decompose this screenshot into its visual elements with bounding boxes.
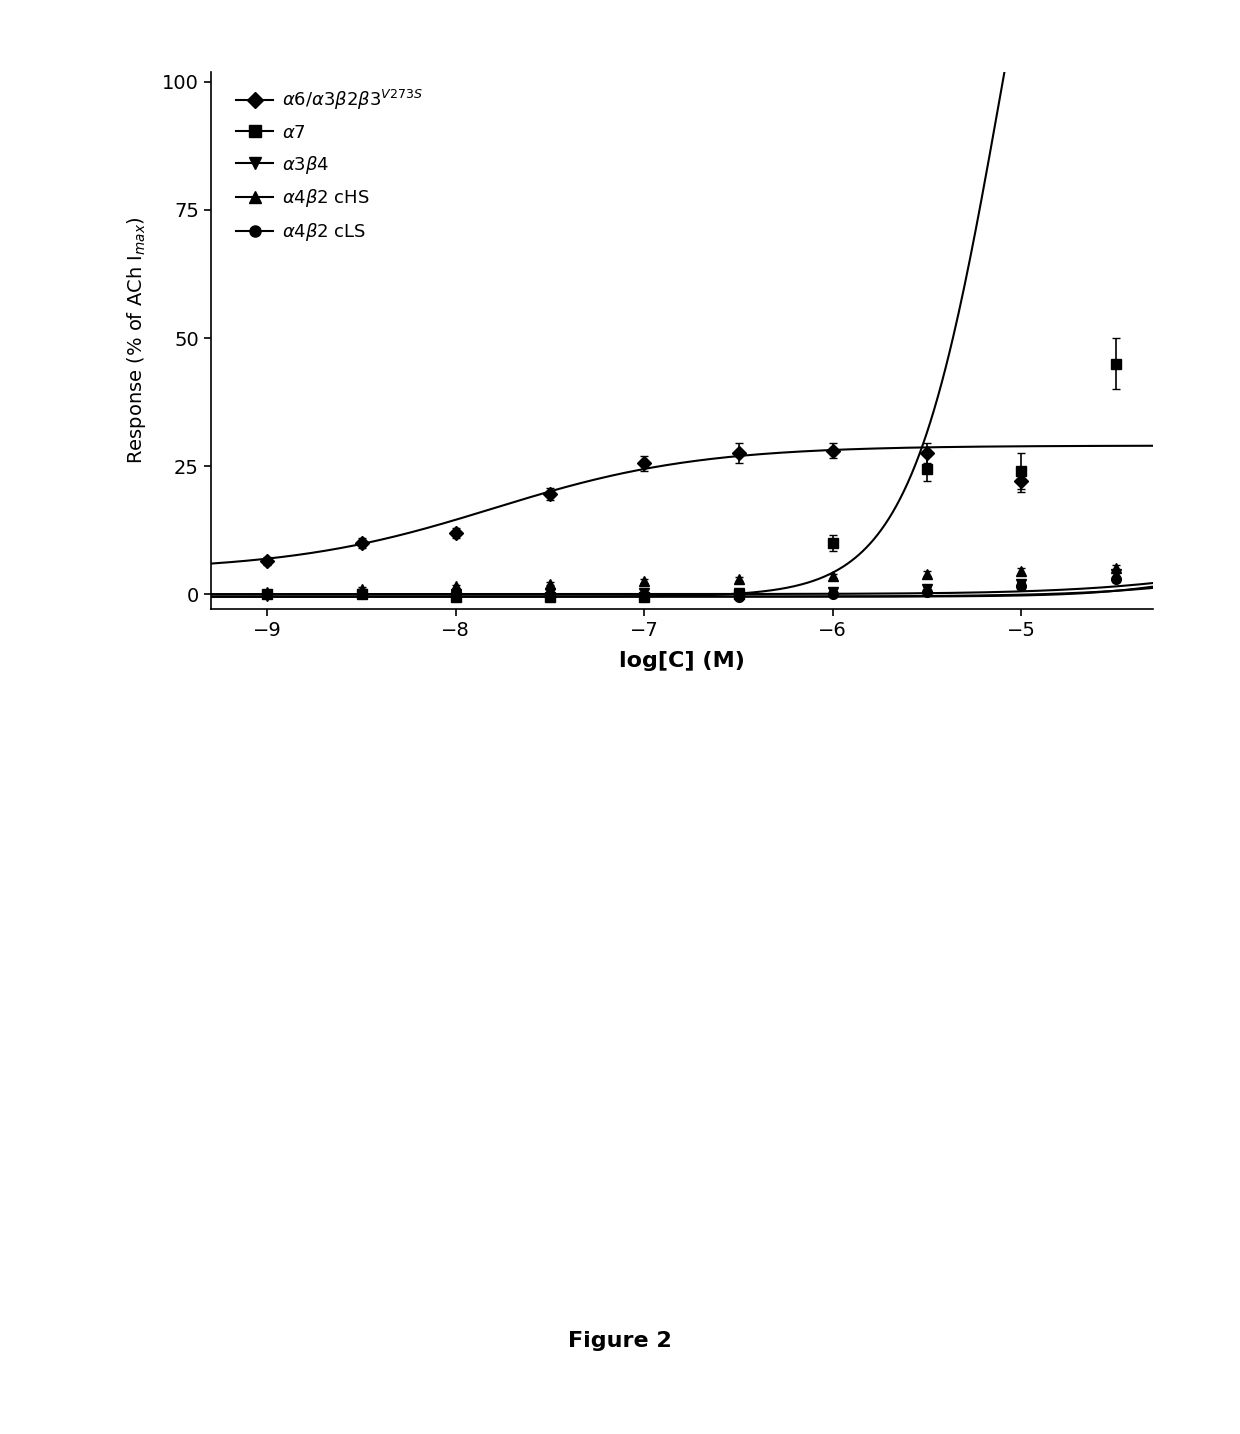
Legend: $\alpha$6/$\alpha$3$\beta$2$\beta$3$^{V273S}$, $\alpha$7, $\alpha$3$\beta$4, $\a: $\alpha$6/$\alpha$3$\beta$2$\beta$3$^{V2…: [229, 80, 430, 250]
X-axis label: log[C] (M): log[C] (M): [619, 651, 745, 671]
Text: Figure 2: Figure 2: [568, 1331, 672, 1351]
Y-axis label: Response (% of ACh I$_{max}$): Response (% of ACh I$_{max}$): [125, 217, 149, 465]
